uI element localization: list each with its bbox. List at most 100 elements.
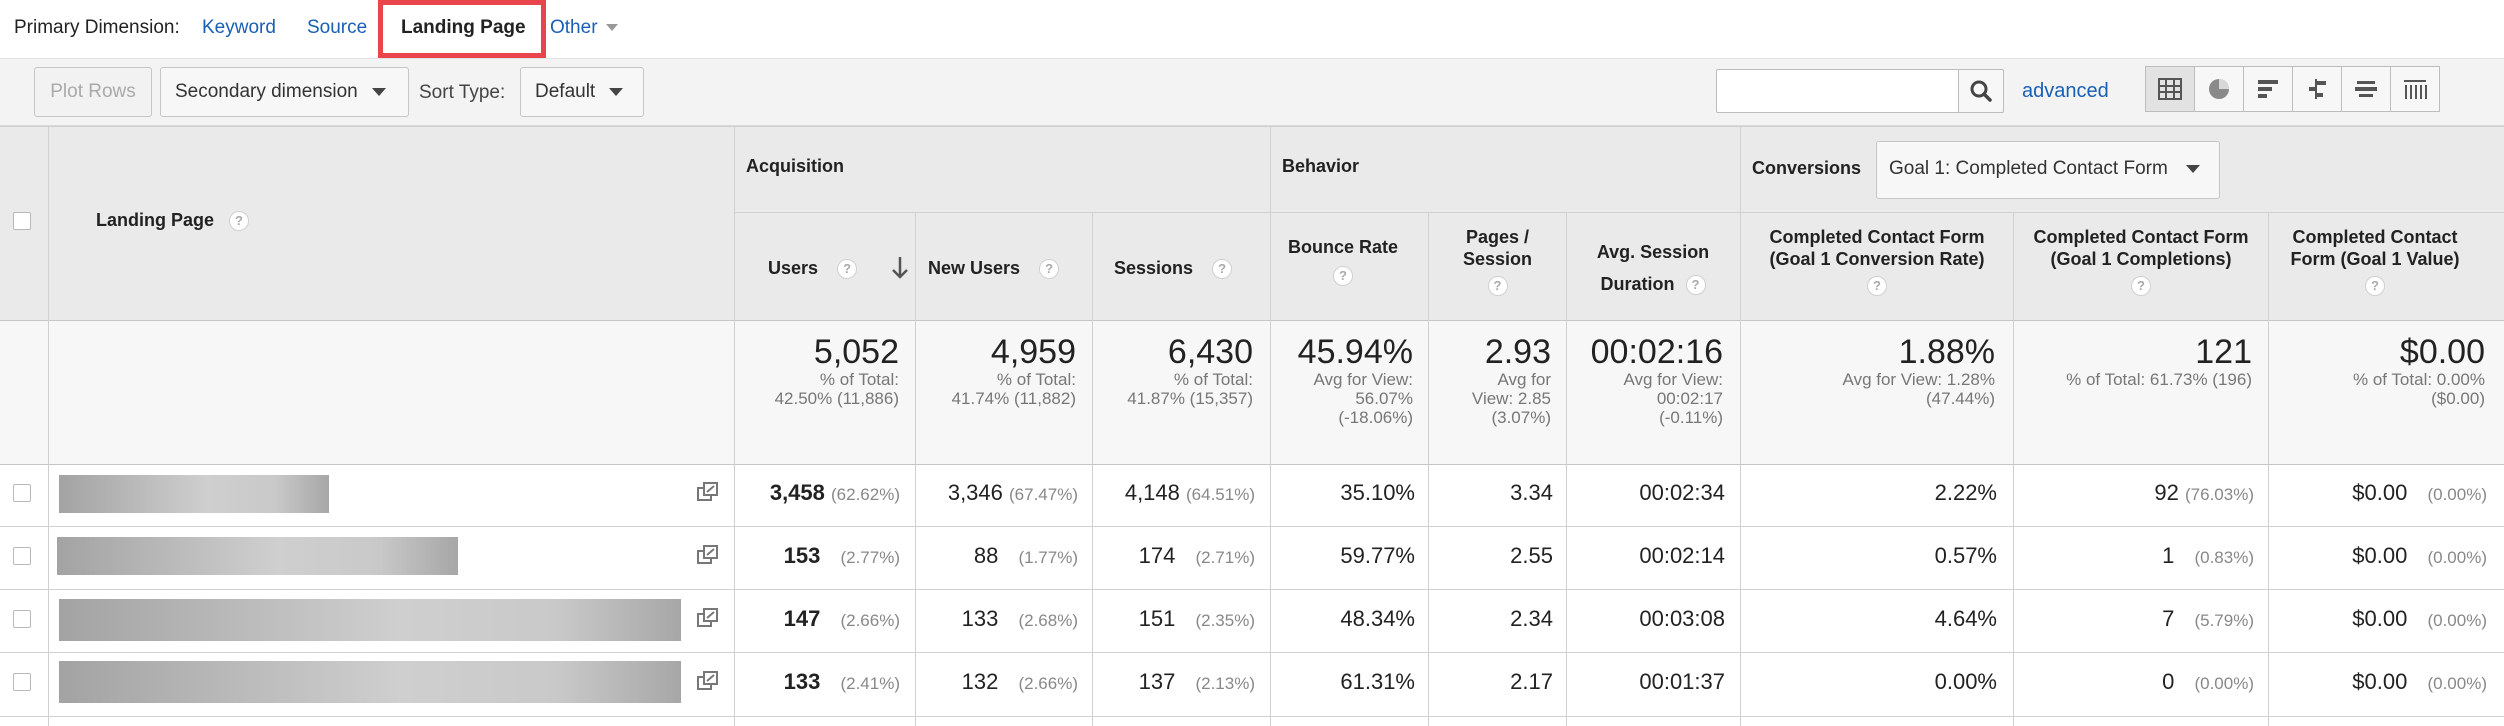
row-avg-duration: 00:01:37 <box>1639 669 1725 694</box>
open-external-icon[interactable] <box>696 481 720 503</box>
avg-session-duration-header[interactable]: Avg. Session Duration ? <box>1566 236 1740 300</box>
row-new-users: 88 (1.77%) <box>973 543 1078 568</box>
help-icon[interactable]: ? <box>1685 275 1706 296</box>
row-new-users: 132 (2.66%) <box>961 669 1078 694</box>
chevron-down-icon <box>2185 164 2200 173</box>
redacted-landing-page[interactable] <box>57 537 458 575</box>
help-icon[interactable]: ? <box>229 211 250 232</box>
open-external-icon[interactable] <box>696 670 720 692</box>
sessions-header-label: Sessions <box>1114 258 1194 278</box>
total-pages-session: 2.93 Avg for View: 2.85 (3.07%) <box>1471 334 1551 427</box>
acquisition-group-header: Acquisition <box>746 156 844 176</box>
dimension-other-label: Other <box>550 17 598 38</box>
users-header[interactable]: Users ? <box>768 258 858 280</box>
landing-page-header-label: Landing Page <box>96 210 215 230</box>
pivot-view-button[interactable] <box>2390 66 2440 112</box>
dimension-landing-page-label: Landing Page <box>401 17 526 38</box>
secondary-dimension-dropdown[interactable]: Secondary dimension <box>160 67 409 117</box>
row-bounce-rate: 61.31% <box>1340 669 1415 694</box>
search-icon <box>1970 80 1992 102</box>
sessions-header[interactable]: Sessions ? <box>1114 258 1233 280</box>
open-external-icon[interactable] <box>696 544 720 566</box>
help-icon[interactable]: ? <box>1212 259 1233 280</box>
conversion-goal-value: Goal 1: Completed Contact Form <box>1889 158 2168 179</box>
row-users: 3,458 (62.62%) <box>769 480 900 505</box>
help-icon[interactable]: ? <box>837 259 858 280</box>
behavior-group-header: Behavior <box>1282 156 1360 176</box>
help-icon[interactable]: ? <box>1867 276 1887 297</box>
primary-dimension-bar: Primary Dimension: Keyword Source Landin… <box>0 0 2504 58</box>
dimension-keyword-link[interactable]: Keyword <box>202 17 276 38</box>
plot-rows-button[interactable]: Plot Rows <box>34 67 152 117</box>
users-header-label: Users <box>768 258 819 278</box>
row-users: 133 (2.41%) <box>783 669 900 694</box>
sort-type-dropdown[interactable]: Default <box>520 67 644 117</box>
term-cloud-view-button[interactable] <box>2341 66 2391 112</box>
goal-value-header[interactable]: Completed Contact Form (Goal 1 Value) ? <box>2269 226 2481 297</box>
redacted-landing-page[interactable] <box>59 475 329 513</box>
dimension-other-dropdown[interactable]: Other <box>550 17 618 39</box>
help-icon[interactable]: ? <box>1487 276 1508 297</box>
bounce-rate-header[interactable]: Bounce Rate ? <box>1271 236 1415 287</box>
redacted-landing-page[interactable] <box>59 599 681 641</box>
dimension-source-link[interactable]: Source <box>307 17 368 38</box>
sort-down-arrow-icon[interactable] <box>890 255 910 281</box>
help-icon[interactable]: ? <box>2365 276 2385 297</box>
help-icon[interactable]: ? <box>1039 259 1060 280</box>
row-goal-value: $0.00 (0.00%) <box>2352 543 2487 568</box>
row-checkbox[interactable] <box>13 673 31 691</box>
bounce-rate-header-label: Bounce Rate <box>1287 237 1399 257</box>
row-checkbox[interactable] <box>13 610 31 628</box>
row-sessions: 137 (2.13%) <box>1138 669 1255 694</box>
completions-header[interactable]: Completed Contact Form (Goal 1 Completio… <box>2014 226 2268 297</box>
row-completions: 92 (76.03%) <box>2154 480 2254 505</box>
advanced-filter-link[interactable]: advanced <box>2022 80 2109 102</box>
performance-view-button[interactable] <box>2243 66 2293 112</box>
pivot-view-icon <box>2404 80 2427 99</box>
redacted-landing-page[interactable] <box>59 661 681 703</box>
landing-page-header[interactable]: Landing Page ? <box>96 210 250 232</box>
table-search-input[interactable] <box>1716 69 1960 113</box>
search-button[interactable] <box>1958 69 2004 113</box>
row-users: 147 (2.66%) <box>783 606 900 631</box>
help-icon[interactable]: ? <box>2131 276 2151 297</box>
pages-session-header[interactable]: Pages / Session ? <box>1429 226 1566 297</box>
conversion-goal-dropdown[interactable]: Goal 1: Completed Contact Form <box>1876 141 2220 199</box>
row-completions: 7 (5.79%) <box>2162 606 2254 631</box>
row-avg-duration: 00:02:14 <box>1639 543 1725 568</box>
row-sessions: 151 (2.35%) <box>1138 606 1255 631</box>
row-new-users: 3,346 (67.47%) <box>947 480 1078 505</box>
row-bounce-rate: 35.10% <box>1340 480 1415 505</box>
row-conversion-rate: 0.00% <box>1934 669 1997 694</box>
help-icon[interactable]: ? <box>1333 266 1353 287</box>
open-external-icon[interactable] <box>696 607 720 629</box>
new-users-header[interactable]: New Users ? <box>928 258 1060 280</box>
goal-value-header-line1: Completed Contact <box>2292 227 2458 247</box>
pages-session-header-line1: Pages / <box>1465 227 1530 247</box>
select-all-checkbox[interactable] <box>13 212 31 230</box>
chevron-down-icon <box>605 24 618 32</box>
row-pages-session: 3.34 <box>1510 480 1553 505</box>
pie-view-button[interactable] <box>2194 66 2244 112</box>
row-sessions: 174 (2.71%) <box>1138 543 1255 568</box>
total-goal-value: $0.00 % of Total: 0.00% ($0.00) <box>2353 334 2485 408</box>
row-avg-duration: 00:03:08 <box>1639 606 1725 631</box>
conversion-rate-header[interactable]: Completed Contact Form (Goal 1 Conversio… <box>1741 226 2013 297</box>
dimension-landing-page-active[interactable]: Landing Page <box>378 0 546 58</box>
row-bounce-rate: 48.34% <box>1340 606 1415 631</box>
performance-view-icon <box>2258 80 2278 98</box>
row-checkbox[interactable] <box>13 484 31 502</box>
goal-value-header-line2: Form (Goal 1 Value) <box>2290 249 2460 269</box>
total-bounce-rate: 45.94% Avg for View: 56.07% (-18.06%) <box>1297 334 1413 427</box>
table-view-button[interactable] <box>2145 66 2195 112</box>
pages-session-header-line2: Session <box>1462 249 1533 269</box>
conversions-group-header: Conversions <box>1752 158 1862 178</box>
totals-row <box>0 320 2504 464</box>
comparison-view-button[interactable] <box>2292 66 2342 112</box>
pie-view-icon <box>2209 79 2229 99</box>
comparison-view-icon <box>2309 79 2326 99</box>
row-completions: 1 (0.83%) <box>2162 543 2254 568</box>
row-checkbox[interactable] <box>13 547 31 565</box>
table-view-icon <box>2158 78 2182 100</box>
conversion-rate-header-line2: (Goal 1 Conversion Rate) <box>1769 249 1985 269</box>
